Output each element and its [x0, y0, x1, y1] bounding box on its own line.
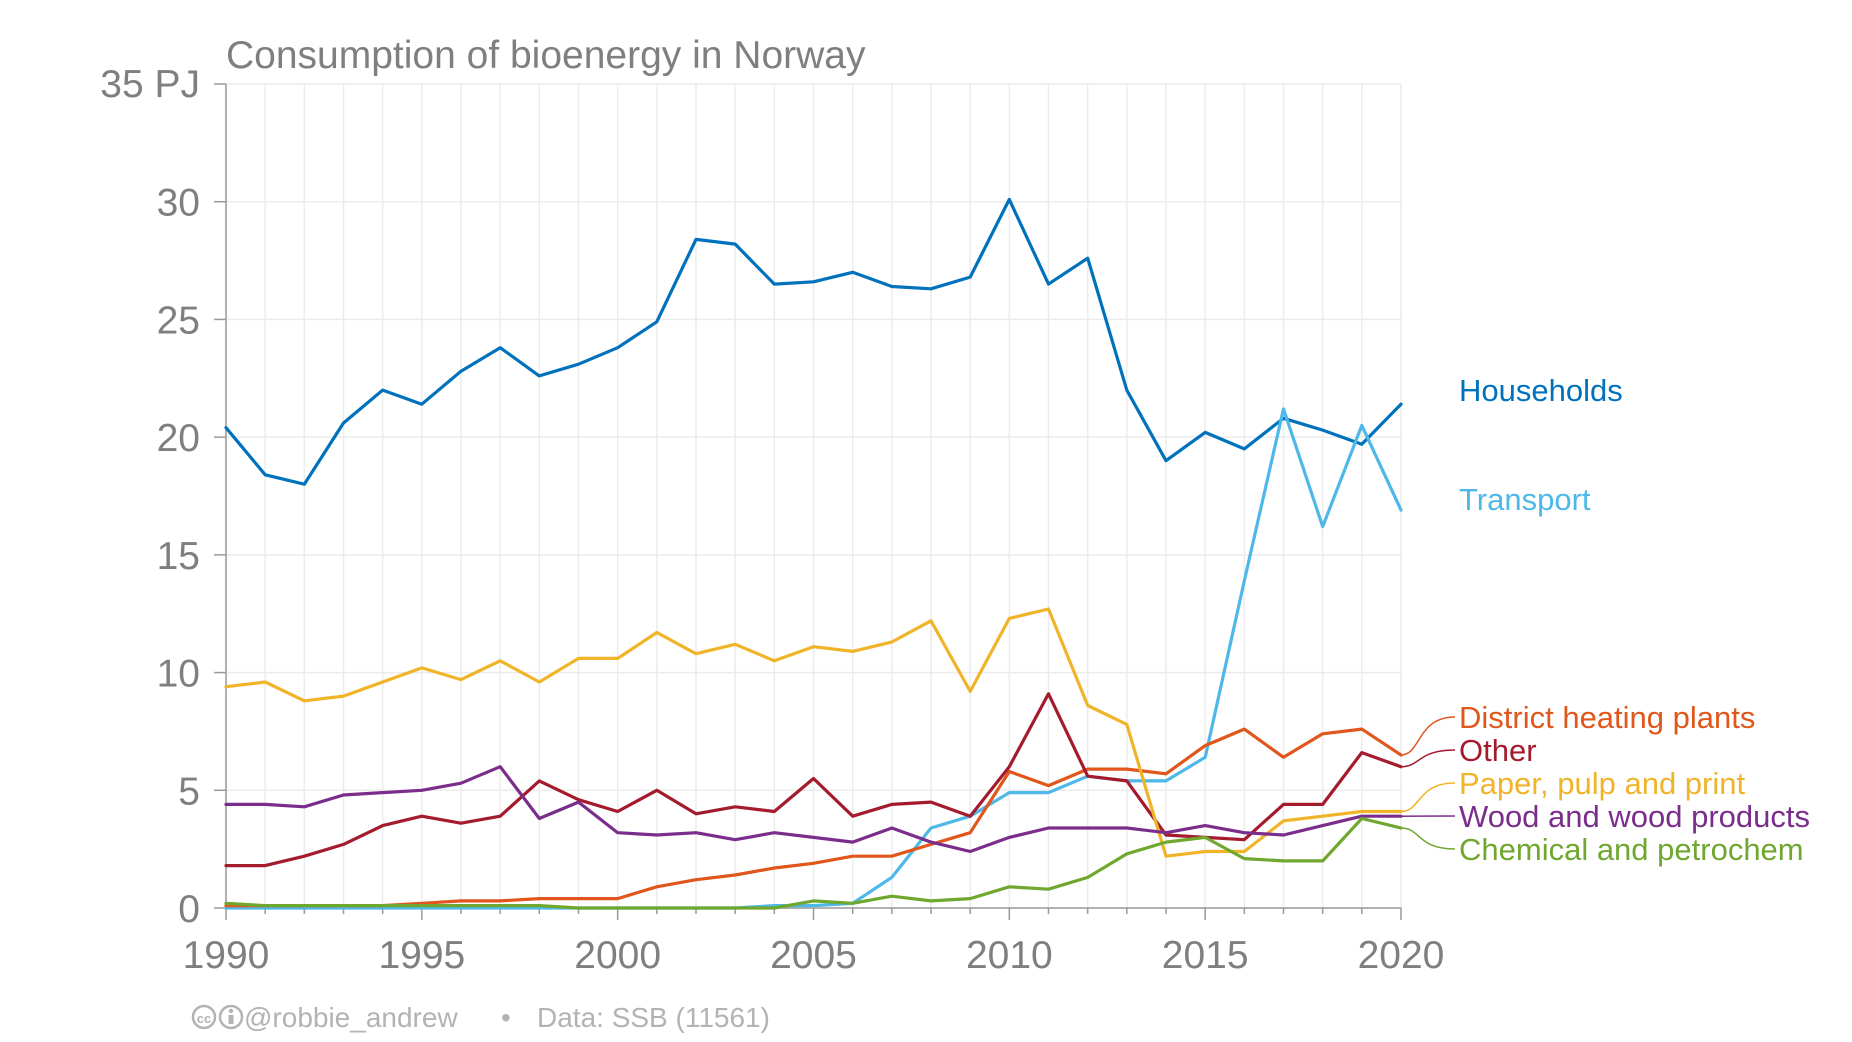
- label-leader-line: [1400, 716, 1456, 756]
- series-label: Households: [1459, 373, 1623, 408]
- y-tick-label: 0: [178, 888, 200, 931]
- x-tick-label: 2015: [1162, 934, 1249, 977]
- series-label: Chemical and petrochem: [1459, 832, 1804, 867]
- label-leader-line: [1400, 749, 1456, 768]
- label-leader-line: [1400, 827, 1456, 850]
- series-label: District heating plants: [1459, 700, 1755, 735]
- y-tick-label: 10: [157, 653, 200, 696]
- series-label: Paper, pulp and print: [1459, 766, 1745, 801]
- series-line-transport: [224, 407, 1403, 910]
- series-lines: [224, 197, 1403, 910]
- series-line-households: [224, 197, 1403, 486]
- series-line-wood-and-wood-products: [224, 765, 1403, 854]
- y-tick-label: 30: [157, 182, 200, 225]
- chart-title: Consumption of bioenergy in Norway: [226, 34, 866, 77]
- footer-separator: •: [501, 1002, 511, 1033]
- series-labels: Households Transport District heating plan…: [1400, 373, 1810, 867]
- x-tick-label: 2010: [966, 934, 1053, 977]
- series-line-chemical-and-petrochem: [224, 816, 1403, 910]
- y-unit-label: 35 PJ: [100, 63, 200, 106]
- attribution-icon: [218, 1004, 244, 1030]
- svg-text:cc: cc: [197, 1011, 211, 1026]
- series-label: Transport: [1459, 482, 1591, 517]
- footer-credit: @robbie_andrew: [244, 1002, 458, 1033]
- series-line-district-heating-plants: [224, 727, 1403, 908]
- y-tick-label: 25: [157, 299, 200, 342]
- series-line-paper-pulp-and-print: [224, 607, 1403, 858]
- gridlines: [225, 83, 1402, 908]
- series-label: Wood and wood products: [1459, 799, 1810, 834]
- y-tick-label: 15: [157, 535, 200, 578]
- x-tick-label: 1990: [183, 934, 270, 977]
- label-leader-line: [1400, 782, 1456, 813]
- x-tick-label: 2020: [1358, 934, 1445, 977]
- x-tick-label: 2000: [574, 934, 661, 977]
- footer: cc @robbie_andrew • Data: SSB (11561): [191, 1002, 770, 1033]
- x-tick-label: 1995: [378, 934, 465, 977]
- cc-license-icon: cc: [191, 1004, 217, 1030]
- footer-source: Data: SSB (11561): [537, 1002, 770, 1033]
- y-tick-label: 20: [157, 417, 200, 460]
- series-label: Other: [1459, 733, 1537, 768]
- y-tick-label: 5: [178, 770, 200, 813]
- axes: 0 5 10 15 20 25 30 1990 1995 2000 2005 2010 2015 2020: [157, 83, 1445, 977]
- x-tick-label: 2005: [770, 934, 857, 977]
